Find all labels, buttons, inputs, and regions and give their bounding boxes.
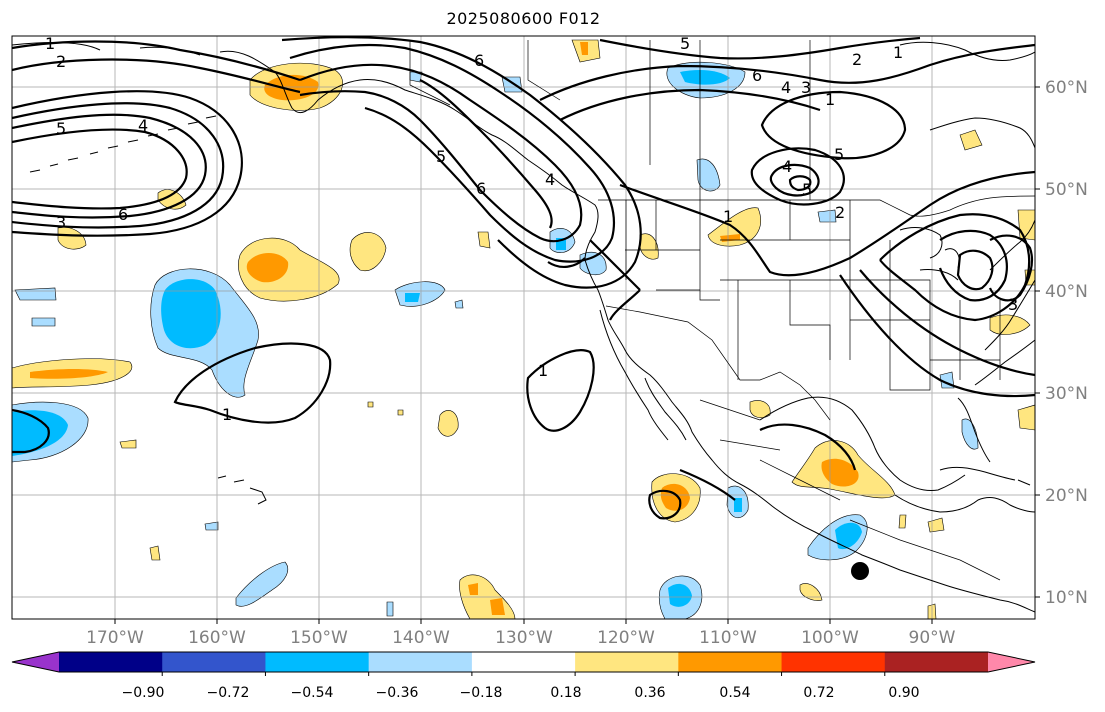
location-marker	[851, 562, 869, 580]
colorbar-tick-label: 0.72	[803, 685, 834, 701]
lon-label: 160°W	[188, 628, 246, 648]
lon-label: 100°W	[801, 628, 859, 648]
latitude-labels: 60°N 50°N 40°N 30°N 20°N 10°N	[1045, 78, 1088, 608]
lat-label: 50°N	[1045, 180, 1088, 200]
contour-label: 1	[825, 90, 835, 109]
political-borders	[409, 40, 1035, 581]
contour-label: 6	[118, 205, 128, 224]
colorbar-tick-label: −0.90	[122, 685, 165, 701]
colorbar-tick-label: −0.72	[207, 685, 250, 701]
contour-label: 4	[545, 170, 555, 189]
colorbar-outline	[11, 651, 1036, 673]
contour-label: 4	[138, 116, 148, 135]
colorbar-segment	[265, 652, 370, 672]
colorbar-tick-label: −0.18	[460, 685, 503, 701]
contour-label: 5	[680, 34, 690, 53]
lat-label: 10°N	[1045, 588, 1088, 608]
contour-label: 5	[834, 145, 844, 164]
contour-label: 3	[1008, 295, 1018, 314]
lon-label: 170°W	[86, 628, 144, 648]
contour-label: 1	[538, 361, 548, 380]
colorbar-extend-max	[988, 652, 1035, 672]
colorbar-tick-label: 0.18	[550, 685, 581, 701]
colorbar-tick-label: −0.54	[291, 685, 334, 701]
contour-label: 4	[781, 78, 791, 97]
colorbar-tick-label: 0.90	[888, 685, 919, 701]
contour-label: 6	[752, 66, 762, 85]
contour-label: 1	[222, 405, 232, 424]
contour-label: 6	[474, 51, 484, 70]
lat-label: 60°N	[1045, 78, 1088, 98]
contour-label: 3	[56, 213, 66, 232]
axis-ticks	[114, 86, 1040, 624]
contour-label: 5	[436, 147, 446, 166]
contour-label: 1	[45, 34, 55, 53]
contour-label: 1	[893, 43, 903, 62]
lat-label: 20°N	[1045, 486, 1088, 506]
contour-label: 4	[782, 157, 792, 176]
contour-label: 3	[801, 78, 811, 97]
contour-label: 5	[56, 119, 66, 138]
colorbar-segment	[575, 652, 679, 672]
gridlines	[12, 36, 1035, 619]
colorbar-segment	[368, 652, 473, 672]
colorbar-segment	[59, 652, 163, 672]
colorbar	[11, 651, 1036, 676]
colorbar-segment	[781, 652, 886, 672]
colorbar-tick-label: −0.36	[376, 685, 419, 701]
lon-label: 110°W	[699, 628, 757, 648]
colorbar-extend-min	[12, 652, 59, 672]
contour-label: 2	[835, 203, 845, 222]
contour-label-group: 1 2 5 4 6 3 5 6 5 6 4 3 1 2 1 5 4 5 2 1 …	[45, 34, 1018, 424]
colorbar-tick-label: 0.36	[634, 685, 665, 701]
colorbar-segment	[471, 652, 576, 672]
contour-label: 1	[723, 207, 733, 226]
colorbar-labels: −0.90 −0.72 −0.54 −0.36 −0.18 0.18 0.36 …	[122, 685, 920, 701]
contour-label: 5	[802, 180, 812, 199]
colorbar-segment	[678, 652, 783, 672]
lat-label: 30°N	[1045, 384, 1088, 404]
lon-label: 150°W	[290, 628, 348, 648]
map-title: 2025080600 F012	[446, 9, 601, 28]
contour-label: 6	[476, 179, 486, 198]
contour-label: 2	[56, 52, 66, 71]
lon-label: 90°W	[909, 628, 956, 648]
colorbar-tick-label: 0.54	[719, 685, 750, 701]
contour-lines	[12, 36, 1035, 520]
lon-label: 130°W	[495, 628, 553, 648]
colorbar-segment	[162, 652, 266, 672]
lon-label: 120°W	[597, 628, 655, 648]
colorbar-segment	[884, 652, 989, 672]
longitude-labels: 170°W 160°W 150°W 140°W 130°W 120°W 110°…	[86, 628, 956, 648]
contour-label: 2	[852, 50, 862, 69]
lat-label: 40°N	[1045, 282, 1088, 302]
lon-label: 140°W	[392, 628, 450, 648]
